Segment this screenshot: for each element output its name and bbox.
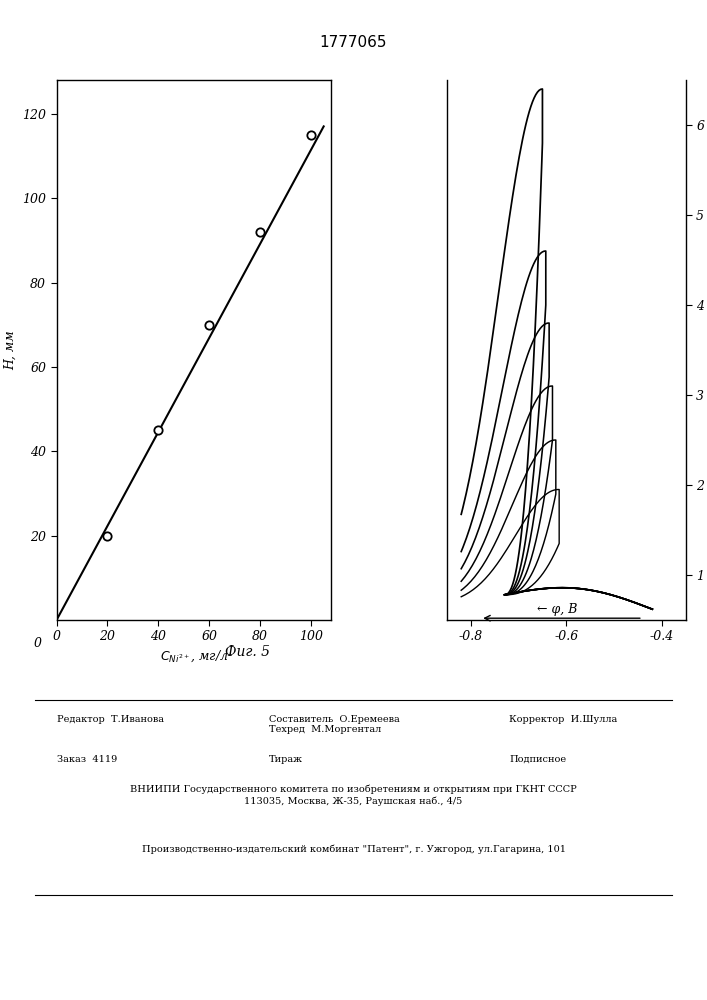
Text: 0: 0 <box>33 637 41 650</box>
Text: Тираж: Тираж <box>269 755 303 764</box>
Text: Составитель  О.Еремеева
Техред  М.Моргентал: Составитель О.Еремеева Техред М.Моргента… <box>269 715 399 734</box>
Text: ВНИИПИ Государственного комитета по изобретениям и открытиям при ГКНТ СССР
11303: ВНИИПИ Государственного комитета по изоб… <box>130 785 577 806</box>
X-axis label: $C_{Ni^{2+}}$, мг/л: $C_{Ni^{2+}}$, мг/л <box>160 649 228 664</box>
Y-axis label: H, мм: H, мм <box>4 330 16 370</box>
Text: Редактор  Т.Иванова: Редактор Т.Иванова <box>57 715 163 724</box>
Text: Производственно-издательский комбинат "Патент", г. Ужгород, ул.Гагарина, 101: Производственно-издательский комбинат "П… <box>141 845 566 854</box>
Text: Подписное: Подписное <box>509 755 566 764</box>
Text: Заказ  4119: Заказ 4119 <box>57 755 117 764</box>
Text: Корректор  И.Шулла: Корректор И.Шулла <box>509 715 617 724</box>
Text: ← φ, В: ← φ, В <box>537 603 577 616</box>
Text: 1777065: 1777065 <box>320 35 387 50</box>
Text: Фиг. 5: Фиг. 5 <box>225 645 270 659</box>
